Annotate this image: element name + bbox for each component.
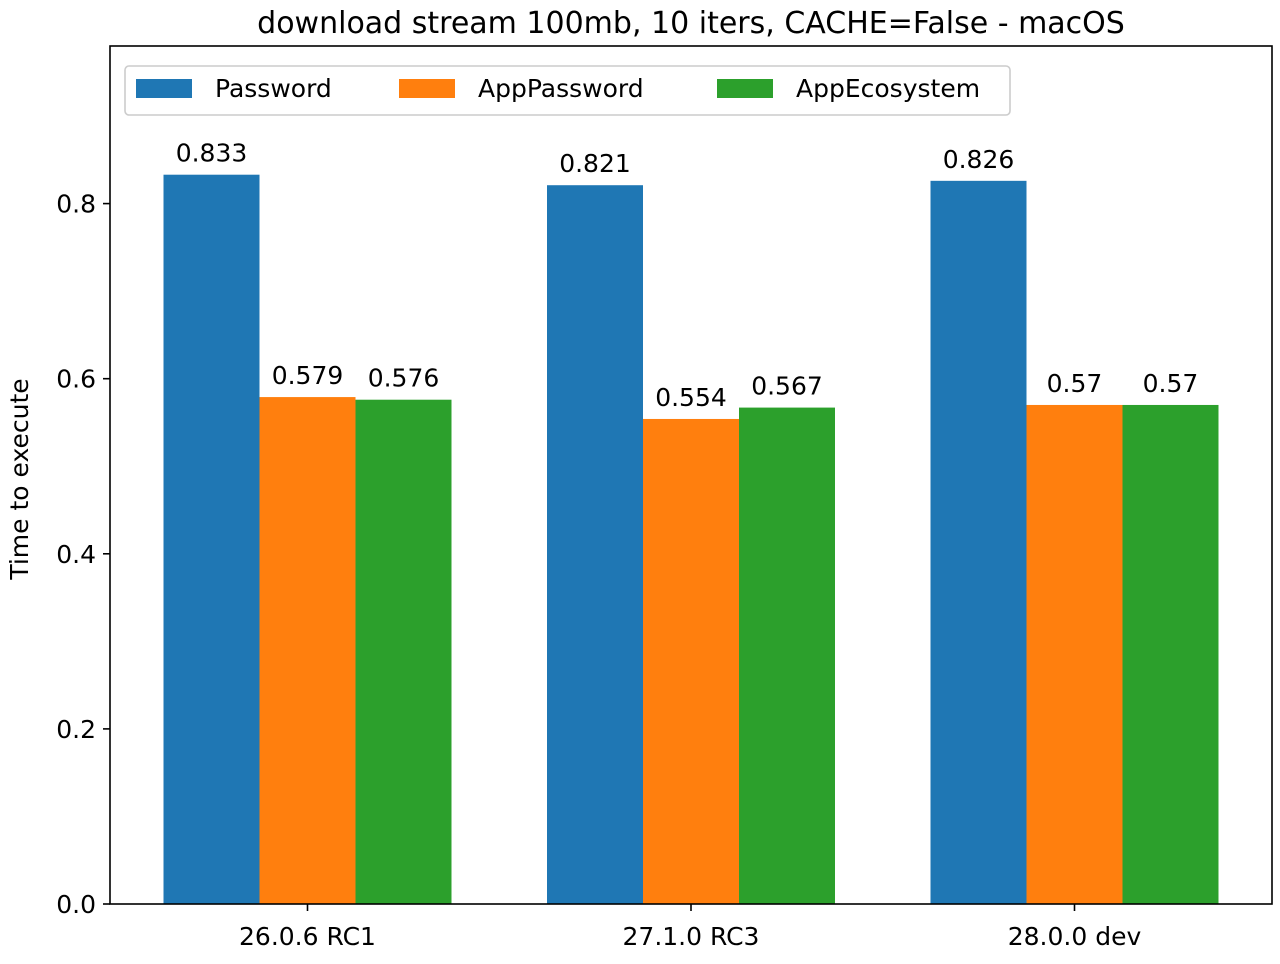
bar-apppassword-2 — [643, 418, 739, 904]
y-tick-label: 0.4 — [56, 540, 96, 569]
x-tick-label: 27.1.0 RC3 — [623, 922, 760, 951]
plot-frame — [109, 45, 1273, 905]
bars-layer — [163, 174, 1219, 905]
bar-password-2 — [547, 185, 643, 904]
bar-apppassword-1 — [259, 397, 356, 904]
data-label: 0.821 — [559, 149, 631, 178]
y-tick-label: 0.2 — [56, 715, 96, 744]
x-tick-label: 28.0.0 dev — [1008, 922, 1142, 951]
data-label: 0.826 — [943, 145, 1015, 174]
chart-title: download stream 100mb, 10 iters, CACHE=F… — [257, 6, 1125, 41]
y-tick-label: 0.0 — [56, 890, 96, 919]
legend-box — [124, 65, 1011, 116]
bar-appecosystem-3 — [1122, 404, 1219, 904]
legend-label-appecosystem: AppEcosystem — [796, 74, 980, 103]
x-tick-label: 26.0.6 RC1 — [239, 922, 376, 951]
bar-apppassword-3 — [1026, 404, 1123, 904]
bar-appecosystem-2 — [739, 407, 835, 904]
bar-password-1 — [163, 174, 260, 904]
bar-password-3 — [930, 180, 1027, 905]
value-labels-layer: 0.833 0.579 0.576 0.821 0.554 0.567 0.826 0.57 0… — [176, 139, 1199, 412]
legend-swatch-appecosystem — [717, 79, 773, 98]
y-axis-label: Time to execute — [5, 378, 34, 580]
y-tick-label: 0.8 — [56, 190, 96, 219]
data-label: 0.833 — [176, 139, 248, 168]
legend-swatch-password — [136, 79, 192, 98]
legend-label-password: Password — [215, 74, 332, 103]
bar-appecosystem-1 — [355, 399, 452, 904]
data-label: 0.579 — [272, 361, 344, 390]
legend: Password AppPassword AppEcosystem — [124, 65, 1011, 116]
y-tick-label: 0.6 — [56, 365, 96, 394]
data-label: 0.567 — [751, 372, 823, 401]
y-axis-ticks: 0.0 0.2 0.4 0.6 0.8 — [56, 190, 110, 919]
legend-swatch-apppassword — [399, 79, 455, 98]
x-axis-ticks: 26.0.6 RC1 27.1.0 RC3 28.0.0 dev — [239, 904, 1141, 951]
data-label: 0.57 — [1143, 369, 1199, 398]
data-label: 0.57 — [1047, 369, 1103, 398]
data-label: 0.554 — [655, 383, 727, 412]
data-label: 0.576 — [368, 364, 440, 393]
legend-label-apppassword: AppPassword — [478, 74, 644, 103]
